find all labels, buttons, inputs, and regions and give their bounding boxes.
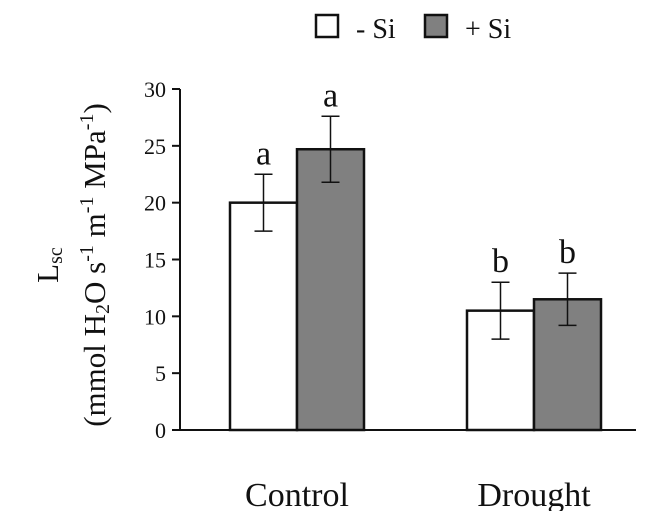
svg-text:(mmol H2O s-1 m-1 MPa-1): (mmol H2O s-1 m-1 MPa-1) [76, 103, 114, 427]
legend-label-series-1: + Si [465, 14, 511, 45]
significance-label-control-series-1: a [323, 77, 338, 114]
y-axis-label: Lsc (mmol H2O s-1 m-1 MPa-1) [30, 103, 114, 427]
y-tick-label-6: 30 [144, 77, 166, 102]
y-tick-label-1: 5 [155, 361, 166, 386]
y-tick-label-3: 15 [144, 248, 166, 273]
category-label-control: Control [245, 477, 349, 511]
y-tick-label-4: 20 [144, 191, 166, 216]
svg-text:Lsc: Lsc [30, 247, 67, 283]
category-label-drought: Drought [477, 477, 591, 511]
bar-control-series-1 [295, 147, 366, 432]
bar-control-series-0 [228, 201, 299, 432]
y-axis-label-symbol: L [30, 264, 65, 283]
legend-label-series-0: - Si [356, 14, 396, 45]
significance-label-control-series-0: a [256, 135, 271, 172]
significance-label-drought-series-1: b [559, 234, 576, 271]
legend: - Si + Si [314, 13, 511, 45]
y-tick-label-2: 10 [144, 304, 166, 329]
legend-swatch-series-0 [314, 13, 340, 39]
bars: a a Control b b Drought [228, 77, 603, 514]
y-tick-label-0: 0 [155, 418, 166, 443]
y-tick-label-5: 25 [144, 134, 166, 159]
legend-swatch-series-1 [423, 13, 449, 39]
significance-label-drought-series-0: b [492, 243, 509, 280]
y-axis-label-subscript: sc [45, 247, 67, 264]
